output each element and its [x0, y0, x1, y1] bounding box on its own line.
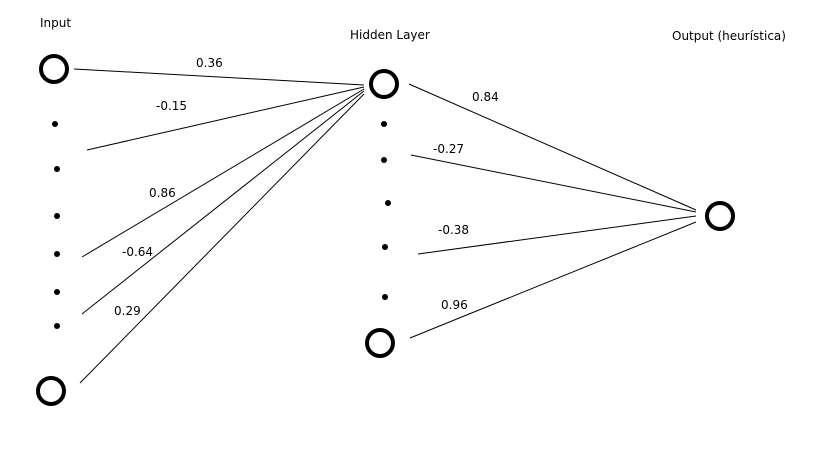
weight-label: 0.86 [149, 186, 176, 200]
input-node [36, 376, 66, 406]
hidden-ellipsis-dot [381, 157, 387, 163]
input-ellipsis-dot [54, 323, 60, 329]
input-node [39, 54, 69, 84]
connection-line [86, 86, 365, 151]
input-ellipsis-dot [54, 213, 60, 219]
connection-line [408, 83, 697, 211]
input-ellipsis-dot [54, 289, 60, 295]
weight-label: -0.15 [156, 99, 187, 113]
weight-label: 0.84 [472, 90, 499, 104]
hidden-ellipsis-dot [381, 121, 387, 127]
weight-label: -0.64 [122, 245, 153, 259]
weight-label: 0.29 [114, 304, 141, 318]
connection-line [409, 221, 697, 339]
output-node [705, 201, 735, 231]
connection-line [73, 68, 365, 86]
hidden-ellipsis-dot [382, 244, 388, 250]
weight-label: 0.36 [196, 56, 223, 70]
input-layer-title: Input [40, 16, 71, 30]
hidden-output-connections [408, 83, 697, 339]
connection-line [81, 88, 365, 258]
weight-label: -0.38 [438, 223, 469, 237]
connection-line [410, 154, 697, 213]
connection-line [417, 215, 697, 255]
input-ellipsis-dot [52, 121, 58, 127]
hidden-layer-title: Hidden Layer [350, 28, 430, 42]
connection-line [81, 90, 365, 315]
hidden-node [365, 328, 395, 358]
hidden-ellipsis-dot [382, 294, 388, 300]
output-layer-title: Output (heurística) [672, 29, 786, 43]
input-ellipsis-dot [54, 166, 60, 172]
input-hidden-connections [73, 68, 365, 384]
weight-label: -0.27 [433, 142, 464, 156]
input-ellipsis-dot [54, 251, 60, 257]
connection-line [79, 93, 365, 384]
weight-label: 0.96 [441, 298, 468, 312]
hidden-ellipsis-dot [385, 200, 391, 206]
hidden-node [369, 69, 399, 99]
